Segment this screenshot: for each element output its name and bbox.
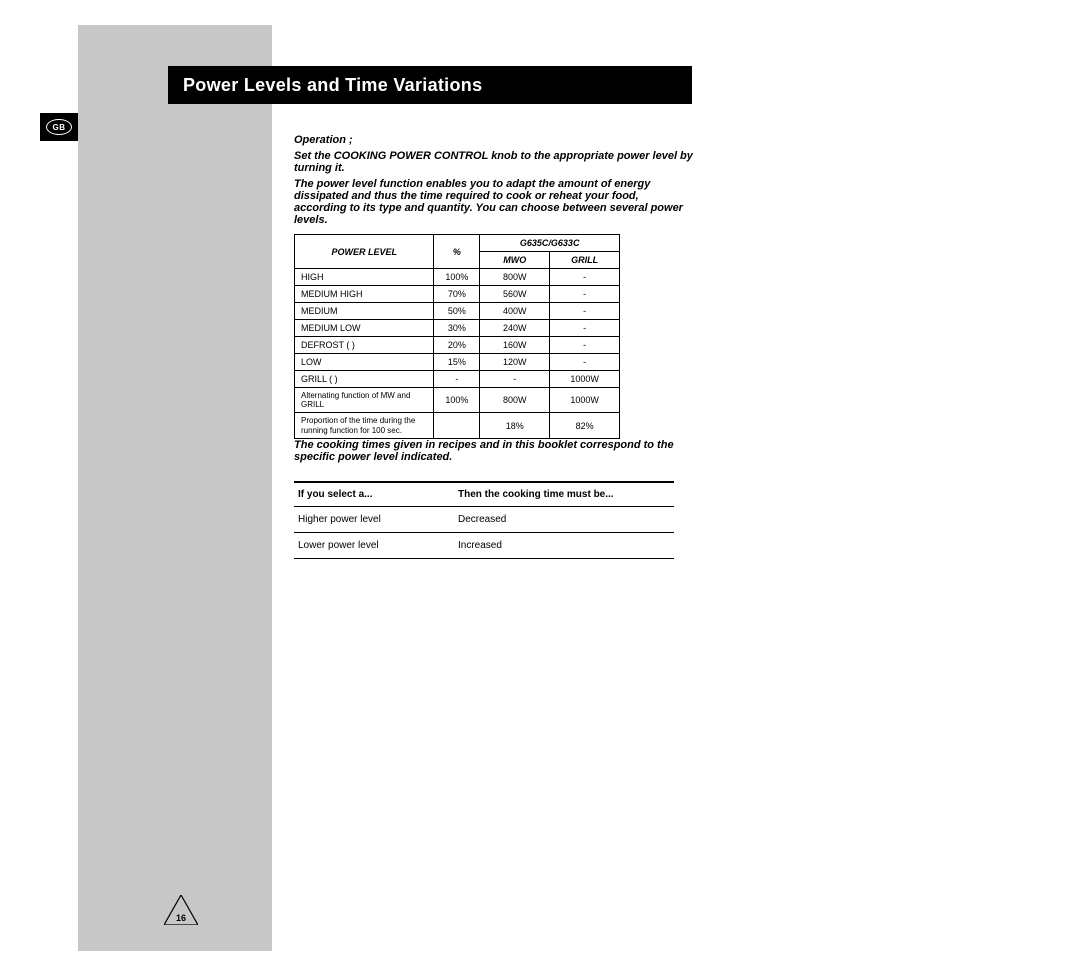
table-row: GRILL ( ) - - 1000W [295,371,620,388]
intro-line-2: The power level function enables you to … [294,178,694,226]
table-row: DEFROST ( ) 20% 160W - [295,337,620,354]
th-mwo: MWO [480,252,550,269]
page: Power Levels and Time Variations Operati… [78,0,998,969]
cell: MEDIUM HIGH [295,286,434,303]
th-model: G635C/G633C [480,235,620,252]
cell: - [550,354,620,371]
cell: 800W [480,388,550,413]
intro-line-1: Set the COOKING POWER CONTROL knob to th… [294,150,694,174]
cell: 70% [434,286,480,303]
section-title-bar: Power Levels and Time Variations [168,66,692,104]
th-grill: GRILL [550,252,620,269]
cell: Alternating function of MW and GRILL [295,388,434,413]
power-level-table: POWER LEVEL % G635C/G633C MWO GRILL HIGH… [294,234,620,439]
page-number: 16 [164,913,198,923]
table-header-row: POWER LEVEL % G635C/G633C [295,235,620,252]
section-title: Power Levels and Time Variations [183,75,482,96]
cell: Proportion of the time during the runnin… [295,413,434,438]
table-row: Lower power level Increased [294,532,674,558]
cell: Increased [454,532,674,558]
content-area: Operation ; Set the COOKING POWER CONTRO… [294,134,694,559]
language-badge-oval: GB [46,119,72,135]
th-percent: % [434,235,480,269]
cell: 100% [434,388,480,413]
cell: 560W [480,286,550,303]
table-row: LOW 15% 120W - [295,354,620,371]
footnote: The cooking times given in recipes and i… [294,439,694,463]
table-header-row: If you select a... Then the cooking time… [294,482,674,507]
language-badge-label: GB [53,123,66,132]
cell: 18% [480,413,550,438]
cell: 100% [434,269,480,286]
cell: 1000W [550,388,620,413]
language-badge: GB [40,113,78,141]
table-row: MEDIUM HIGH 70% 560W - [295,286,620,303]
table-row: Proportion of the time during the runnin… [295,413,620,438]
cell: Decreased [454,506,674,532]
table-row: Higher power level Decreased [294,506,674,532]
table-row: Alternating function of MW and GRILL 100… [295,388,620,413]
cell: 240W [480,320,550,337]
operation-label: Operation ; [294,134,694,146]
cell: MEDIUM LOW [295,320,434,337]
time-guide-table: If you select a... Then the cooking time… [294,481,674,559]
cell: 20% [434,337,480,354]
cell: LOW [295,354,434,371]
cell: - [550,337,620,354]
cell: - [480,371,550,388]
th-power-level: POWER LEVEL [295,235,434,269]
cell: 160W [480,337,550,354]
th-if-select: If you select a... [294,482,454,507]
cell: 400W [480,303,550,320]
cell: - [550,303,620,320]
cell: - [550,286,620,303]
page-number-marker: 16 [164,895,198,925]
cell: DEFROST ( ) [295,337,434,354]
cell: MEDIUM [295,303,434,320]
th-then-time: Then the cooking time must be... [454,482,674,507]
cell: Lower power level [294,532,454,558]
cell: 50% [434,303,480,320]
table-row: HIGH 100% 800W - [295,269,620,286]
table-row: MEDIUM LOW 30% 240W - [295,320,620,337]
cell: 15% [434,354,480,371]
cell: - [550,320,620,337]
sidebar-gray [78,25,272,951]
cell: 800W [480,269,550,286]
cell: - [550,269,620,286]
cell: - [434,371,480,388]
cell: 1000W [550,371,620,388]
cell: HIGH [295,269,434,286]
cell: GRILL ( ) [295,371,434,388]
cell: 30% [434,320,480,337]
table-row: MEDIUM 50% 400W - [295,303,620,320]
cell [434,413,480,438]
cell: 120W [480,354,550,371]
cell: 82% [550,413,620,438]
cell: Higher power level [294,506,454,532]
